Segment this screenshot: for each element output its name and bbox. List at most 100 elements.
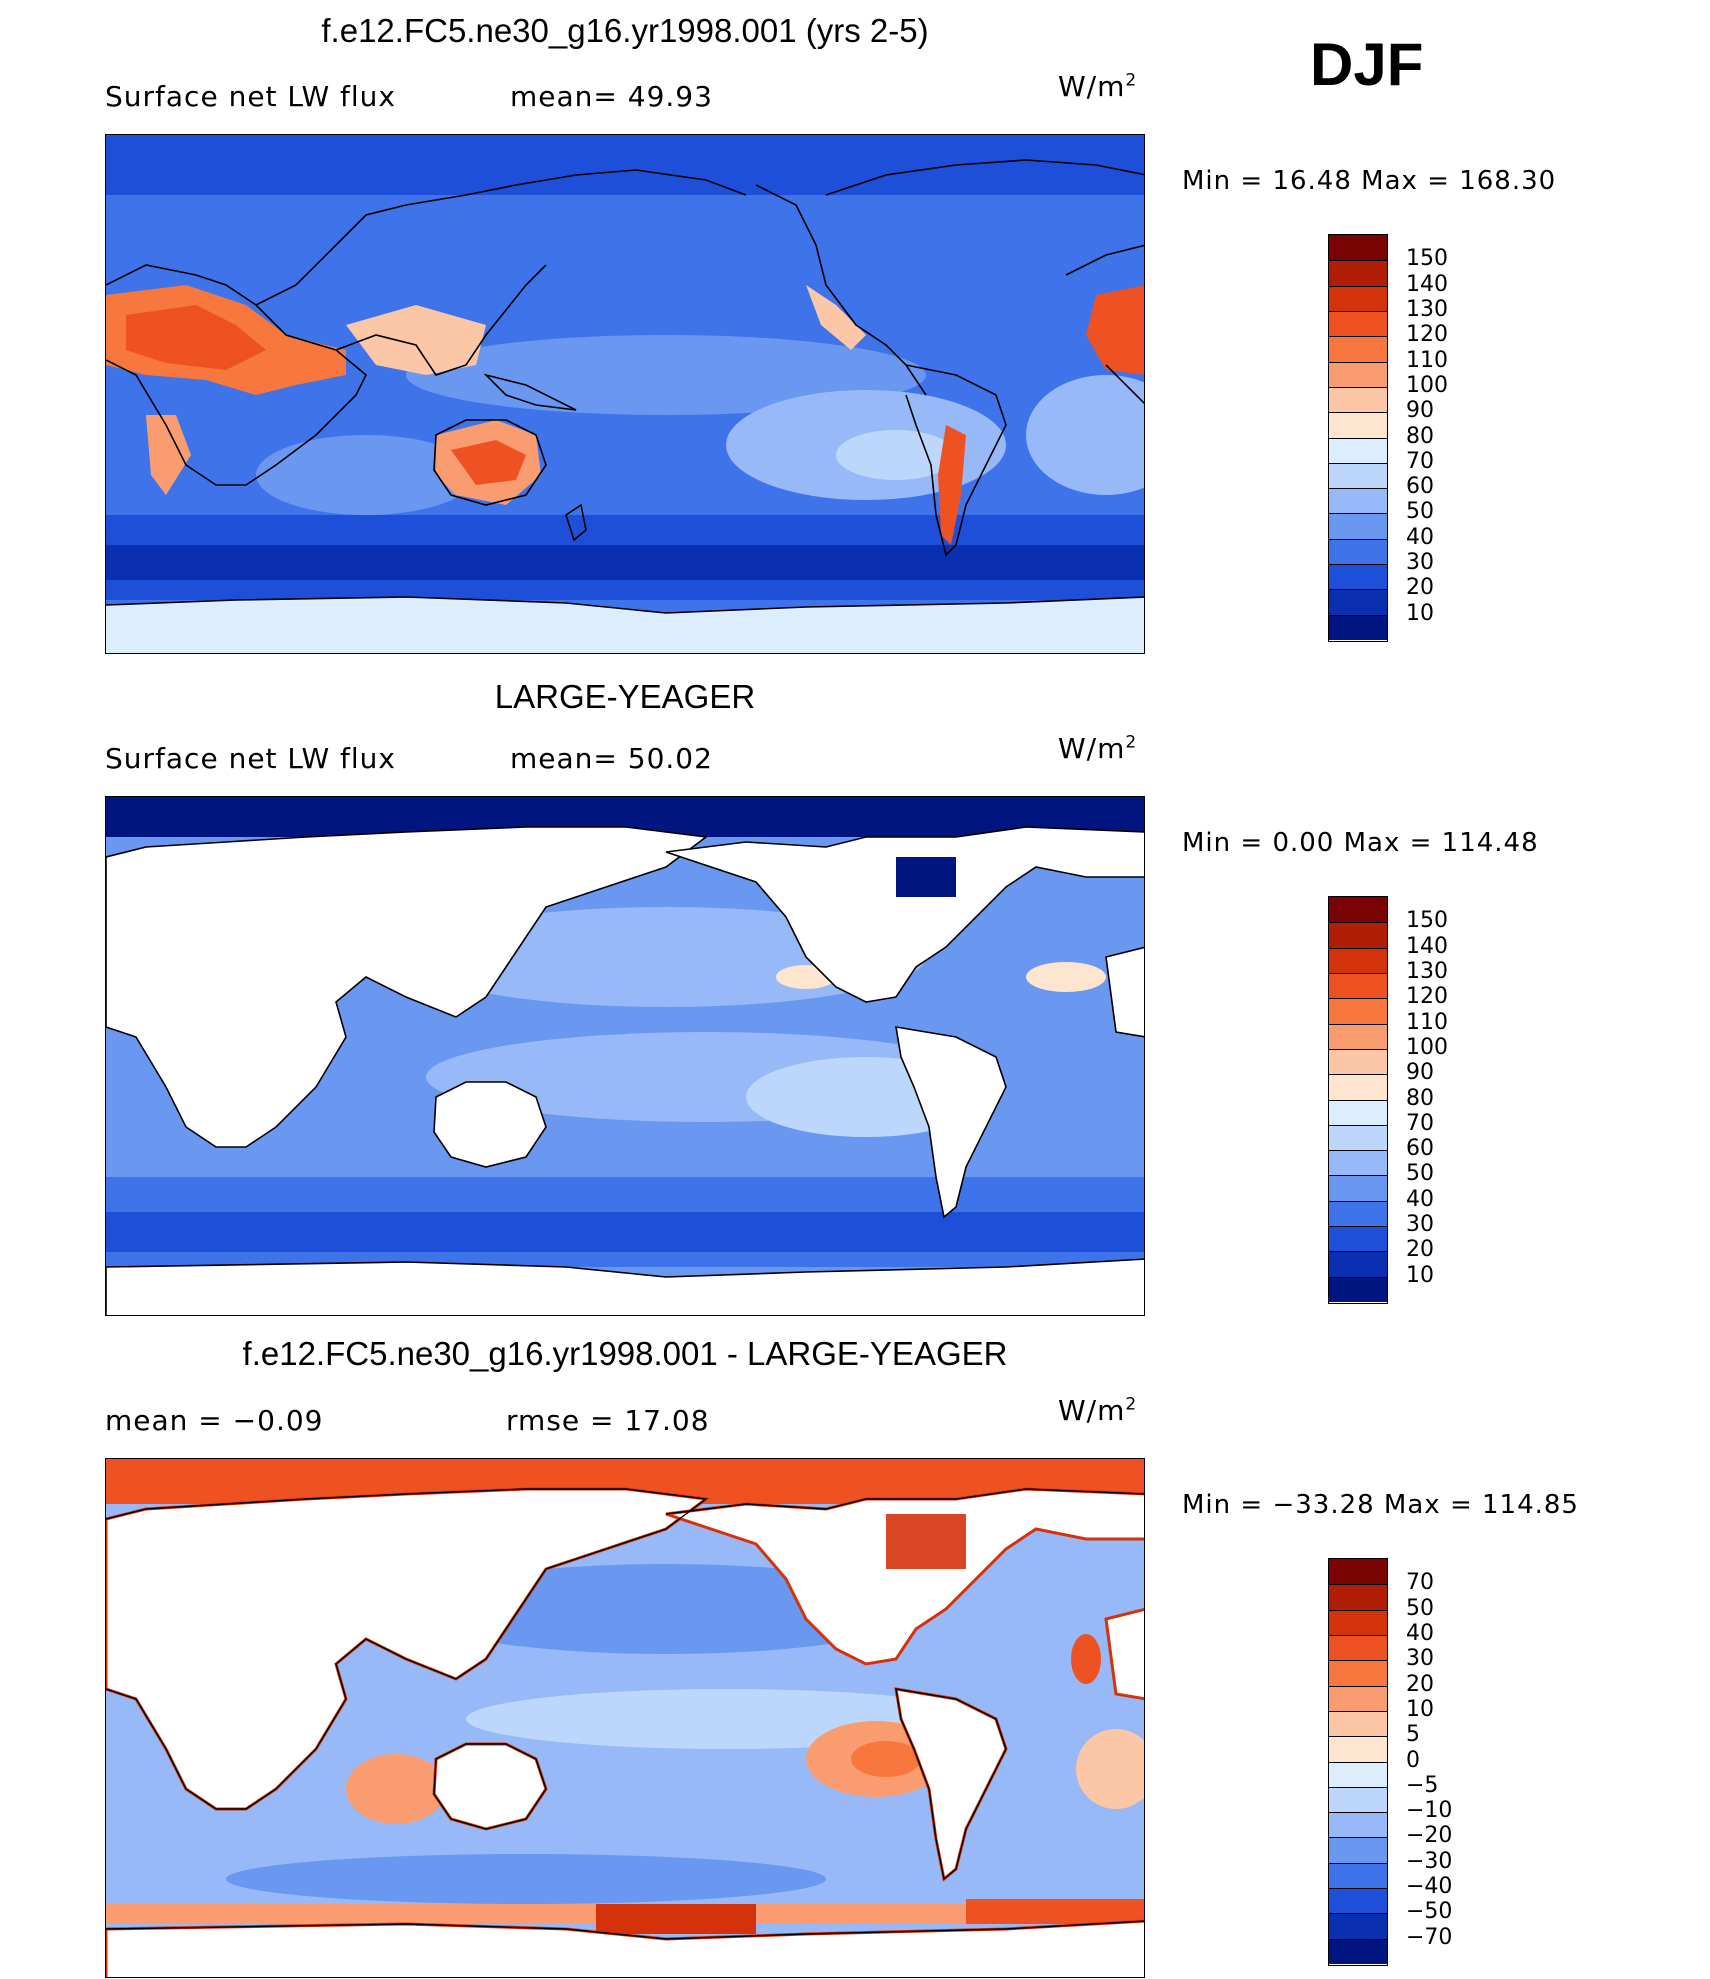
panel-2-colorbar bbox=[1328, 896, 1388, 1304]
colorbar-1-swatch bbox=[1329, 614, 1387, 640]
colorbar-3-swatch bbox=[1329, 1786, 1387, 1813]
colorbar-3-tick-label: −40 bbox=[1406, 1874, 1453, 1900]
colorbar-1-swatch bbox=[1329, 538, 1387, 565]
panel-2-variable-label: Surface net LW flux bbox=[105, 742, 396, 775]
colorbar-1-tick-label: 110 bbox=[1406, 347, 1448, 373]
panel-3-colorbar bbox=[1328, 1558, 1388, 1966]
colorbar-2-swatch bbox=[1329, 1048, 1387, 1075]
panel-2-mean-label: mean= 50.02 bbox=[510, 742, 713, 775]
panel-2-units: W/m2 bbox=[1058, 732, 1138, 765]
panel-1-title: f.e12.FC5.ne30_g16.yr1998.001 (yrs 2-5) bbox=[321, 12, 929, 49]
colorbar-3-swatch bbox=[1329, 1761, 1387, 1787]
colorbar-1-swatch bbox=[1329, 462, 1387, 489]
panel-3-map bbox=[105, 1458, 1145, 1978]
panel-2-minmax: Min = 0.00 Max = 114.48 bbox=[1182, 828, 1539, 858]
panel-2-title: LARGE-YEAGER bbox=[494, 678, 756, 715]
colorbar-2-swatch bbox=[1329, 1074, 1387, 1100]
colorbar-2-swatch bbox=[1329, 1023, 1387, 1049]
panel-3-mean-label: mean = −0.09 bbox=[105, 1404, 324, 1437]
colorbar-1-tick-label: 30 bbox=[1406, 550, 1434, 576]
panel-3-minmax: Min = −33.28 Max = 114.85 bbox=[1182, 1490, 1579, 1520]
colorbar-1-swatch bbox=[1329, 361, 1387, 387]
colorbar-1-swatch bbox=[1329, 235, 1387, 261]
panel-1-colorbar-labels: 150 140 130 120 110 100 90 80 70 60 50 40 30 20 10 bbox=[1406, 234, 1486, 642]
colorbar-2-tick-label: 90 bbox=[1406, 1060, 1434, 1086]
colorbar-3-tick-label: −50 bbox=[1406, 1899, 1453, 1925]
colorbar-2-swatch bbox=[1329, 1200, 1387, 1227]
panel-3-rmse-label: rmse = 17.08 bbox=[506, 1404, 710, 1437]
colorbar-2-tick-label: 140 bbox=[1406, 933, 1448, 959]
panel-2-colorbar-labels: 150 140 130 120 110 100 90 80 70 60 50 40 30 20 10 bbox=[1406, 896, 1486, 1304]
colorbar-2-tick-label: 50 bbox=[1406, 1161, 1434, 1187]
colorbar-1-tick-label: 20 bbox=[1406, 575, 1434, 601]
colorbar-3-tick-label: −5 bbox=[1406, 1772, 1439, 1798]
colorbar-2-swatch bbox=[1329, 1124, 1387, 1151]
colorbar-1-swatch bbox=[1329, 488, 1387, 514]
colorbar-2-swatch bbox=[1329, 922, 1387, 948]
colorbar-1-tick-label: 120 bbox=[1406, 322, 1448, 348]
colorbar-1-swatch bbox=[1329, 386, 1387, 413]
colorbar-2-tick-label: 110 bbox=[1406, 1009, 1448, 1035]
colorbar-3-swatch bbox=[1329, 1609, 1387, 1635]
colorbar-3-swatch bbox=[1329, 1938, 1387, 1964]
colorbar-3-swatch bbox=[1329, 1837, 1387, 1863]
colorbar-1-tick-label: 50 bbox=[1406, 499, 1434, 525]
colorbar-3-swatch bbox=[1329, 1584, 1387, 1610]
colorbar-2-swatch bbox=[1329, 947, 1387, 973]
colorbar-3-swatch bbox=[1329, 1862, 1387, 1889]
colorbar-2-swatch bbox=[1329, 1175, 1387, 1201]
panel-2-map bbox=[105, 796, 1145, 1316]
colorbar-1-tick-label: 150 bbox=[1406, 246, 1448, 272]
colorbar-1-tick-label: 40 bbox=[1406, 524, 1434, 550]
colorbar-3-swatch bbox=[1329, 1634, 1387, 1661]
colorbar-3-tick-label: 40 bbox=[1406, 1620, 1434, 1646]
colorbar-3-swatch bbox=[1329, 1888, 1387, 1914]
colorbar-3-swatch bbox=[1329, 1559, 1387, 1585]
panel-1-mean-label: mean= 49.93 bbox=[510, 80, 713, 113]
panel-1-variable-label: Surface net LW flux bbox=[105, 80, 396, 113]
colorbar-3-tick-label: −10 bbox=[1406, 1798, 1453, 1824]
colorbar-1-tick-label: 10 bbox=[1406, 600, 1434, 626]
colorbar-2-tick-label: 130 bbox=[1406, 958, 1448, 984]
colorbar-2-tick-label: 80 bbox=[1406, 1085, 1434, 1111]
colorbar-3-swatch bbox=[1329, 1660, 1387, 1686]
colorbar-1-swatch bbox=[1329, 310, 1387, 337]
colorbar-2-tick-label: 120 bbox=[1406, 984, 1448, 1010]
colorbar-1-tick-label: 70 bbox=[1406, 448, 1434, 474]
colorbar-3-tick-label: 30 bbox=[1406, 1646, 1434, 1672]
panel-1-map bbox=[105, 134, 1145, 654]
colorbar-2-tick-label: 30 bbox=[1406, 1212, 1434, 1238]
colorbar-2-tick-label: 40 bbox=[1406, 1186, 1434, 1212]
colorbar-2-tick-label: 70 bbox=[1406, 1110, 1434, 1136]
colorbar-3-tick-label: 20 bbox=[1406, 1671, 1434, 1697]
colorbar-2-tick-label: 20 bbox=[1406, 1237, 1434, 1263]
colorbar-3-tick-label: 50 bbox=[1406, 1595, 1434, 1621]
colorbar-1-tick-label: 140 bbox=[1406, 271, 1448, 297]
colorbar-2-swatch bbox=[1329, 1251, 1387, 1277]
panel-3-units: W/m2 bbox=[1058, 1394, 1138, 1427]
colorbar-1-tick-label: 130 bbox=[1406, 296, 1448, 322]
colorbar-2-tick-label: 100 bbox=[1406, 1034, 1448, 1060]
colorbar-2-swatch bbox=[1329, 998, 1387, 1024]
colorbar-1-tick-label: 100 bbox=[1406, 372, 1448, 398]
colorbar-3-tick-label: 10 bbox=[1406, 1696, 1434, 1722]
colorbar-2-swatch bbox=[1329, 897, 1387, 923]
colorbar-2-swatch bbox=[1329, 1276, 1387, 1302]
colorbar-3-swatch bbox=[1329, 1812, 1387, 1838]
colorbar-2-swatch bbox=[1329, 1150, 1387, 1176]
colorbar-1-swatch bbox=[1329, 412, 1387, 438]
colorbar-2-swatch bbox=[1329, 1226, 1387, 1252]
panel-1-units: W/m2 bbox=[1058, 70, 1138, 103]
colorbar-2-swatch bbox=[1329, 972, 1387, 999]
colorbar-1-tick-label: 80 bbox=[1406, 423, 1434, 449]
colorbar-1-swatch bbox=[1329, 564, 1387, 590]
panel-1-minmax: Min = 16.48 Max = 168.30 bbox=[1182, 166, 1557, 196]
panel-3-colorbar-labels: 70 50 40 30 20 10 5 0 −5 −10 −20 −30 −40 −50 −70 bbox=[1406, 1558, 1496, 1966]
colorbar-2-tick-label: 10 bbox=[1406, 1262, 1434, 1288]
colorbar-3-tick-label: −30 bbox=[1406, 1848, 1453, 1874]
colorbar-3-tick-label: 70 bbox=[1406, 1570, 1434, 1596]
colorbar-2-swatch bbox=[1329, 1099, 1387, 1125]
colorbar-3-tick-label: −70 bbox=[1406, 1924, 1453, 1950]
season-label: DJF bbox=[1310, 31, 1424, 98]
colorbar-3-swatch bbox=[1329, 1685, 1387, 1711]
